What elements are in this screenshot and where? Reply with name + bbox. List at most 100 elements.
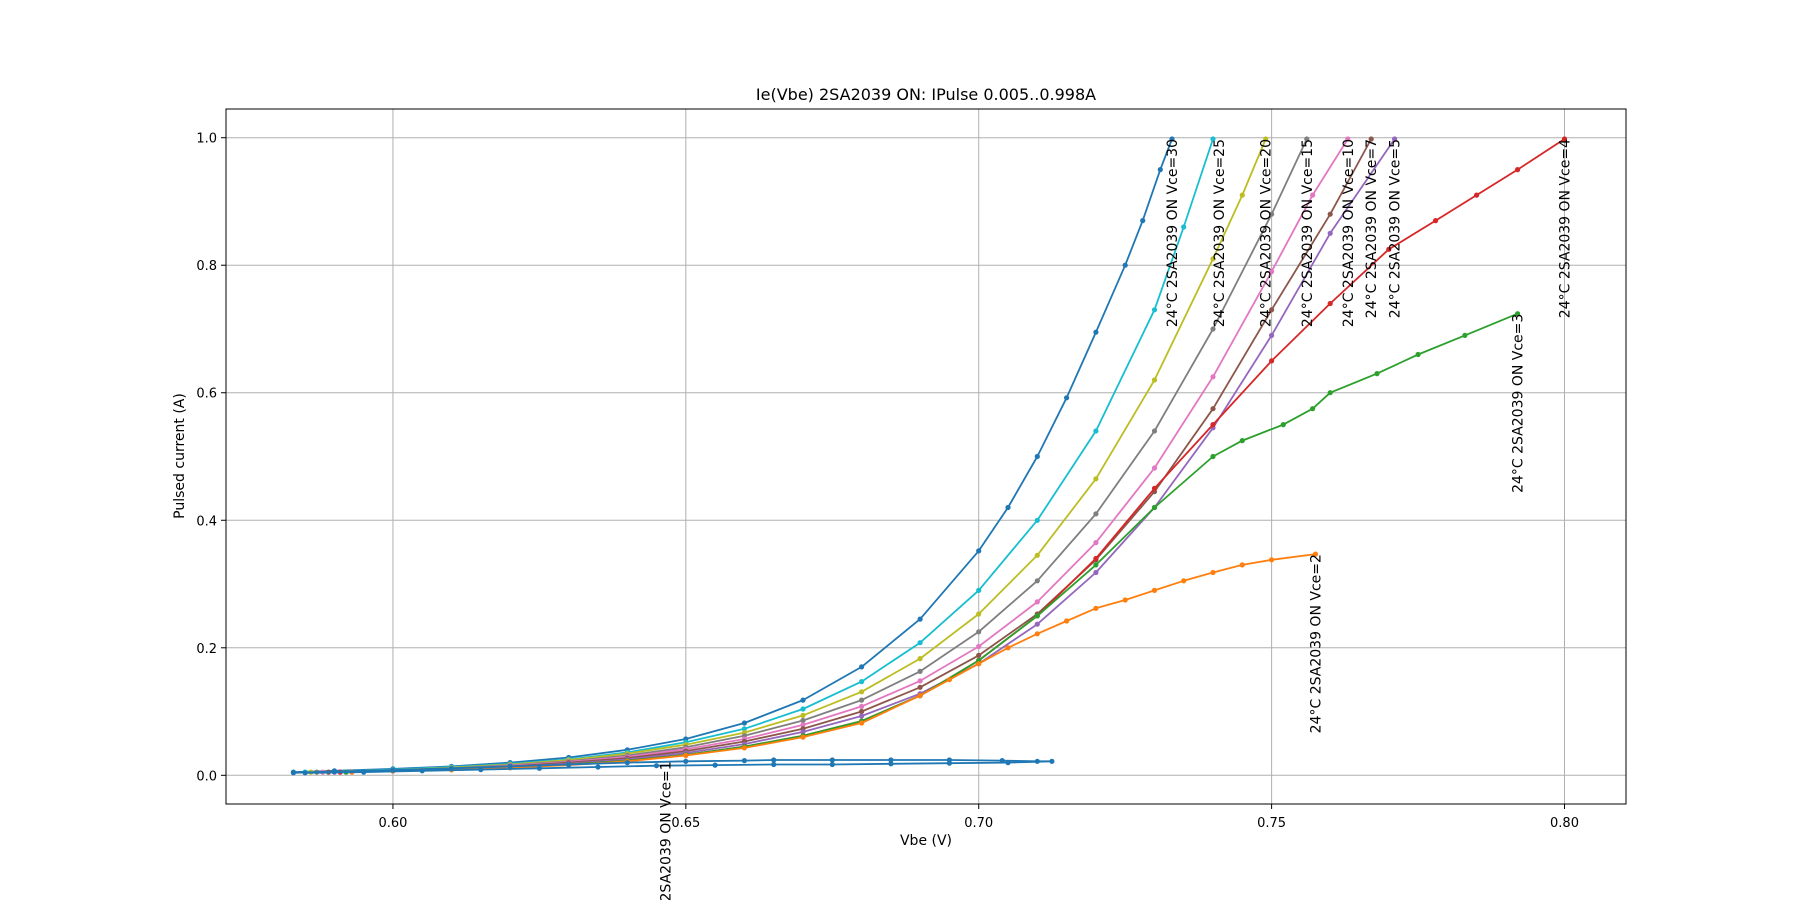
data-point [976,629,982,635]
data-point [419,768,425,774]
data-point [888,761,894,767]
data-point [1210,422,1216,428]
data-point [800,722,806,728]
data-point [946,760,953,766]
series-label: 24°C 2SA2039 ON Vce=1 [658,761,674,900]
data-point [1210,406,1216,412]
data-point [800,734,806,740]
data-point [976,611,982,617]
data-point [1210,374,1216,380]
series-label: 24°C 2SA2039 ON Vce=3 [1511,314,1527,493]
data-point [1093,562,1099,568]
data-point [741,720,748,726]
data-point [829,757,835,763]
y-axis-label: Pulsed current (A) [172,393,188,519]
y-tick-label: 1.0 [196,132,217,147]
data-point [712,762,718,768]
data-point [1263,136,1269,142]
data-point [1034,453,1040,460]
data-point [1415,351,1421,358]
data-point [800,712,806,719]
series-label: 24°C 2SA2039 ON Vce=4 [1558,139,1574,318]
x-tick-label: 0.60 [378,816,407,831]
data-point [1151,377,1158,383]
data-point [1210,569,1216,576]
data-point [390,767,396,773]
data-point [1327,300,1333,307]
y-tick-label: 0.6 [196,387,217,402]
data-point [976,652,982,659]
data-point [1386,246,1392,252]
data-point [683,752,689,759]
data-point [771,761,777,768]
data-point [1310,406,1316,412]
data-point [1462,332,1468,338]
data-point [1151,428,1158,434]
data-point [683,758,689,764]
series-label: 24°C 2SA2039 ON Vce=20 [1259,139,1275,327]
data-point [1034,552,1040,558]
data-point [917,640,923,646]
data-point [976,548,982,554]
data-point [1210,136,1216,142]
data-point [1034,631,1040,637]
data-point [1327,230,1333,236]
data-point [507,763,513,770]
data-point [1269,307,1275,313]
data-point [999,758,1005,764]
data-point [917,693,923,699]
data-point [888,757,894,763]
plot-frame [225,108,1627,805]
data-point [1269,332,1275,338]
data-point [1093,569,1099,576]
grid-lines [226,109,1626,804]
data-point [1034,517,1040,523]
data-point [566,761,572,768]
data-point [1151,485,1158,491]
data-point [1374,371,1380,377]
data-point [1269,211,1275,217]
data-point [917,678,923,684]
data-point [1093,428,1099,434]
data-point [1368,136,1374,142]
data-point [829,761,835,768]
data-point [1064,395,1070,401]
data-point [741,758,748,764]
data-point [859,664,865,670]
data-point [917,668,923,675]
data-point [1093,605,1099,611]
data-point [1210,453,1216,460]
data-point [1515,167,1521,173]
data-point [917,616,923,622]
data-point [1005,645,1011,651]
x-tick-label: 0.75 [1257,816,1286,831]
data-point [448,765,455,771]
data-point [1239,192,1245,198]
data-point [1181,578,1187,584]
data-point [1034,758,1040,764]
data-point [1034,613,1040,619]
data-point [800,697,806,703]
data-point [1269,269,1275,275]
data-point [741,726,748,732]
data-point [478,767,484,773]
data-point [1122,262,1128,268]
data-point [1181,224,1187,230]
data-point [361,769,367,775]
series-label: 24°C 2SA2039 ON Vce=2 [1309,554,1325,733]
series-label: 24°C 2SA2039 ON Vce=30 [1165,139,1181,327]
data-point [1515,311,1521,317]
data-point [1151,504,1158,511]
data-point [1392,136,1398,142]
data-point [1280,422,1286,428]
data-point [800,729,806,735]
data-point [1151,307,1158,313]
data-point [1122,597,1128,603]
data-point [859,720,865,726]
data-point [290,770,296,776]
series-label: 24°C 2SA2039 ON Vce=5 [1388,139,1404,318]
y-tick-label: 0.4 [196,514,217,529]
data-point [624,760,630,766]
x-axis-label: Vbe (V) [900,833,952,849]
